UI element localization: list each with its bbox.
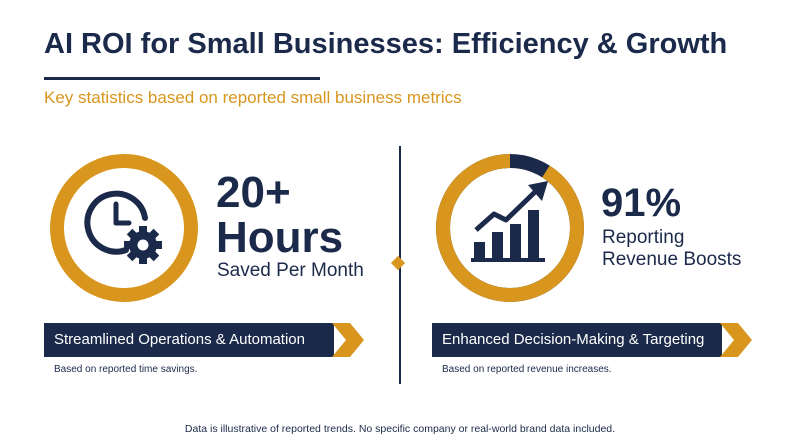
left-stat-value: 20+ bbox=[216, 168, 291, 217]
right-stat-caption-line2: Revenue Boosts bbox=[602, 249, 742, 270]
right-banner-label: Enhanced Decision-Making & Targeting bbox=[432, 323, 722, 357]
rising-bar-chart-icon bbox=[471, 181, 548, 262]
divider-diamond bbox=[390, 255, 406, 271]
left-note: Based on reported time savings. bbox=[54, 364, 198, 375]
left-stat-unit: Hours bbox=[216, 213, 344, 262]
left-ring bbox=[50, 154, 198, 302]
left-banner-arrow bbox=[332, 323, 364, 357]
page-subtitle: Key statistics based on reported small b… bbox=[44, 88, 462, 107]
left-banner: Streamlined Operations & Automation bbox=[44, 323, 366, 357]
page-title: AI ROI for Small Businesses: Efficiency … bbox=[44, 28, 728, 60]
right-banner: Enhanced Decision-Making & Targeting bbox=[432, 323, 754, 357]
left-stat-caption: Saved Per Month bbox=[217, 260, 364, 281]
right-ring bbox=[436, 154, 584, 302]
right-banner-arrow bbox=[720, 323, 752, 357]
footer-disclaimer: Data is illustrative of reported trends.… bbox=[184, 423, 616, 435]
clock-gear-icon bbox=[84, 190, 162, 264]
title-underline bbox=[44, 77, 320, 80]
revenue-progress-arc bbox=[436, 154, 584, 302]
right-stat-caption-line1: Reporting bbox=[602, 227, 685, 248]
right-stat-value: 91% bbox=[601, 181, 682, 225]
right-note: Based on reported revenue increases. bbox=[442, 364, 612, 375]
left-banner-label: Streamlined Operations & Automation bbox=[44, 323, 334, 357]
